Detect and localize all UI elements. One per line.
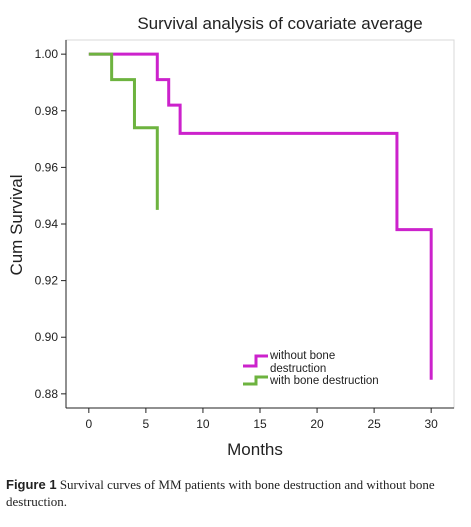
figure-label: Figure 1 xyxy=(6,477,57,492)
y-tick-label: 0.90 xyxy=(35,330,59,344)
y-tick-label: 0.94 xyxy=(35,217,59,231)
y-tick-label: 0.92 xyxy=(35,274,59,288)
x-tick-label: 20 xyxy=(310,417,324,431)
legend: without bone destruction with bone destr… xyxy=(243,350,379,387)
x-tick-label: 15 xyxy=(253,417,267,431)
figure-caption-text: Survival curves of MM patients with bone… xyxy=(6,477,435,509)
survival-chart: Survival analysis of covariate average 0… xyxy=(7,14,455,459)
series-line-with-bone-destruction xyxy=(88,52,159,210)
legend-swatch-with-bone-destruction xyxy=(243,375,268,386)
chart-title: Survival analysis of covariate average xyxy=(137,14,422,33)
x-tick-label: 0 xyxy=(85,417,92,431)
y-axis-label: Cum Survival xyxy=(7,174,26,275)
y-tick-label: 0.88 xyxy=(35,387,59,401)
y-tick-label: 1.00 xyxy=(35,47,59,61)
x-tick-label: 30 xyxy=(424,417,438,431)
x-tick-label: 10 xyxy=(196,417,210,431)
x-tick-label: 25 xyxy=(367,417,381,431)
x-tick-label: 5 xyxy=(143,417,150,431)
legend-label-with-bone-destruction: with bone destruction xyxy=(269,375,379,387)
y-tick-label: 0.98 xyxy=(35,104,59,118)
legend-label-without-bone-destruction: without bone destruction xyxy=(269,350,338,375)
legend-swatch-without-bone-destruction xyxy=(243,354,268,368)
y-tick-label: 0.96 xyxy=(35,160,59,174)
series-line-without-bone-destruction xyxy=(88,52,433,380)
figure-caption: Figure 1 Survival curves of MM patients … xyxy=(6,476,466,510)
x-axis-label: Months xyxy=(227,440,283,459)
